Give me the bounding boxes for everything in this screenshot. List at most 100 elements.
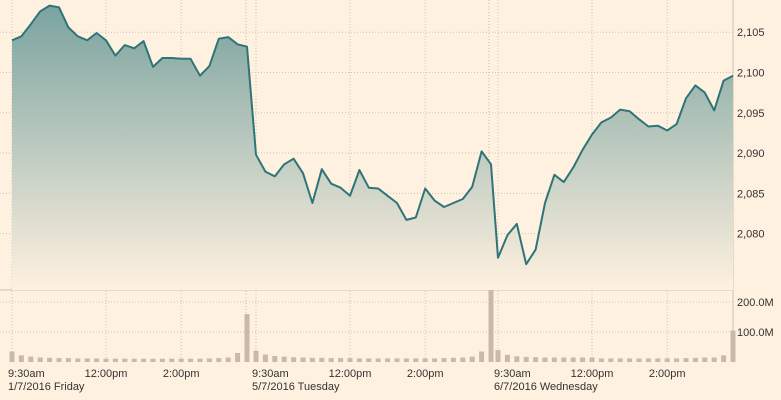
volume-bar [533,357,539,362]
volume-bar [65,358,71,362]
volume-bar [636,358,642,362]
volume-bar [75,358,81,362]
session-date-label: 6/7/2016 Wednesday [494,381,598,393]
volume-bar [319,357,325,362]
volume-bar [18,355,24,362]
volume-bar [188,358,194,362]
volume-bar [206,358,212,362]
volume-bar [627,358,633,362]
volume-bar [244,314,250,362]
volume-bar [169,358,175,362]
volume-bar [692,357,698,362]
volume-bar [589,357,595,362]
volume-bar [702,357,708,362]
volume-bar [645,358,651,362]
volume-bar [131,358,137,362]
volume-bar [394,358,400,362]
time-tick-label: 9:30am [494,368,531,380]
price-tick-label: 2,080 [737,229,765,241]
volume-bar [225,357,231,362]
session-date-label: 1/7/2016 Friday [8,381,85,393]
volume-bar [47,357,53,362]
volume-bar [460,357,466,362]
volume-bar [9,351,15,362]
volume-bar [159,358,165,362]
volume-tick-label: 200.0M [737,297,774,309]
volume-bar [356,358,362,362]
volume-bar [375,358,381,362]
price-area-fill [12,5,733,290]
price-tick-label: 2,085 [737,188,765,200]
volume-bar [403,358,409,362]
volume-bar [37,357,43,362]
volume-bar [469,356,475,362]
volume-tick-label: 100.0M [737,327,774,339]
volume-bar [441,358,447,362]
volume-bar [479,351,485,362]
volume-bar [328,358,334,362]
volume-bar [300,357,306,362]
volume-bar [272,356,278,362]
volume-bar [432,358,438,362]
volume-bar [450,357,456,362]
price-tick-label: 2,100 [737,68,765,80]
volume-bar [347,358,353,362]
volume-bar [598,358,604,362]
volume-bar [413,358,419,362]
volume-bar [711,357,717,362]
time-tick-label: 12:00pm [85,368,128,380]
volume-bar [655,358,661,362]
price-tick-label: 2,090 [737,148,765,160]
volume-bar [28,356,34,362]
volume-bar [561,357,567,362]
volume-bar [514,356,520,362]
volume-y-axis: 100.0M 200.0M [737,297,774,339]
volume-bar [235,353,241,362]
volume-bar [551,357,557,362]
volume-bar [309,357,315,362]
volume-bar [385,358,391,362]
volume-bar [523,356,529,362]
volume-bar [122,358,128,362]
time-tick-label: 9:30am [252,368,289,380]
volume-bar [338,358,344,362]
volume-bar [253,350,259,362]
price-area [12,5,733,290]
volume-bar [281,356,287,362]
volume-bar [664,358,670,362]
volume-bar [84,358,90,362]
volume-bar [112,358,118,362]
volume-bar [262,354,268,362]
volume-bar [141,358,147,362]
volume-bar [178,358,184,362]
volume-bar [150,358,156,362]
volume-bar [94,358,100,362]
volume-bars [9,290,736,362]
volume-bar [570,357,576,362]
volume-bar [674,358,680,362]
volume-bar [495,350,501,362]
price-tick-label: 2,105 [737,27,765,39]
volume-bar [291,357,297,362]
volume-bar [580,357,586,362]
volume-bar [730,330,736,362]
price-line [11,4,734,266]
volume-bar [488,290,494,362]
volume-bar [683,358,689,362]
time-tick-label: 2:00pm [407,368,444,380]
volume-bar [103,358,109,362]
volume-bar [366,358,372,362]
time-tick-label: 2:00pm [163,368,200,380]
price-tick-label: 2,095 [737,108,765,120]
price-series-line [11,4,734,266]
time-tick-label: 2:00pm [649,368,686,380]
session-date-label: 5/7/2016 Tuesday [252,381,340,393]
volume-bar [504,354,510,362]
time-tick-label: 12:00pm [329,368,372,380]
time-tick-label: 9:30am [8,368,45,380]
time-x-axis: 9:30am 12:00pm 2:00pm 9:30am 12:00pm 2:00pm 9:… [8,368,686,393]
price-y-axis: 2,080 2,085 2,090 2,095 2,100 2,105 [737,27,765,240]
volume-bar [542,357,548,362]
volume-bar [617,358,623,362]
